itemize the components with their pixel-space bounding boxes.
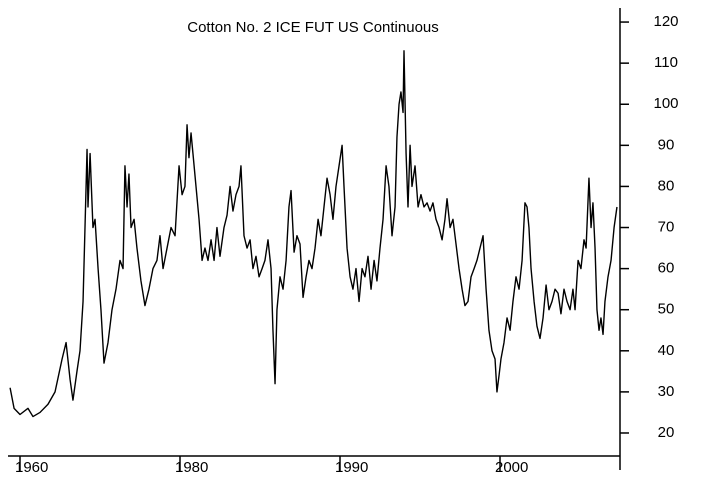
y-tick-label: 110 [654,54,678,71]
y-tick-label: 120 [653,13,678,30]
chart-title: Cotton No. 2 ICE FUT US Continuous [187,19,439,36]
y-tick-label: 20 [658,424,675,441]
x-tick-label: 1990 [335,459,368,476]
x-tick-label: 1960 [15,459,48,476]
y-tick-label: 50 [658,301,675,318]
y-tick-label: 60 [658,260,675,277]
x-tick-label: 2000 [495,459,528,476]
y-tick-label: 30 [658,383,675,400]
y-tick-label: 100 [653,95,678,112]
price-line [9,50,618,418]
y-tick-label: 40 [658,342,675,359]
y-tick-label: 70 [658,218,675,235]
y-tick-label: 90 [658,136,675,153]
y-tick-label: 80 [658,177,675,194]
x-tick-label: 1980 [175,459,208,476]
